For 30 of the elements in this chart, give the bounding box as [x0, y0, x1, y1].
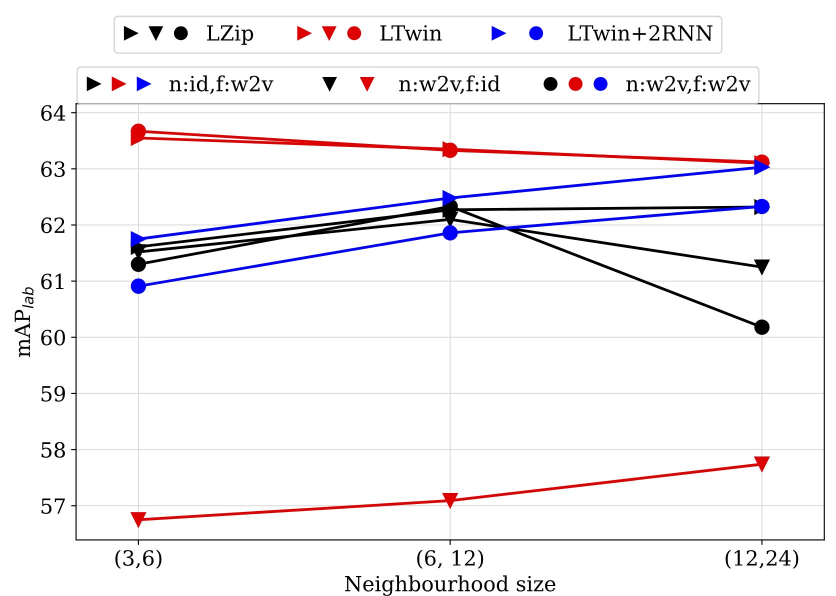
x-tick-label: (6, 12)	[417, 550, 484, 569]
point	[130, 512, 146, 528]
y-tick-label: 62	[41, 217, 64, 234]
point	[754, 160, 770, 175]
text: n:w2v,f:id	[399, 75, 500, 94]
point	[754, 456, 770, 472]
text: n:w2v,f:w2v	[626, 75, 751, 94]
y-tick-label: 64	[41, 105, 66, 121]
y-tick-label: 63	[41, 161, 65, 178]
text: n:id,f:w2v	[169, 75, 274, 94]
point	[442, 225, 458, 240]
point	[754, 259, 770, 275]
point	[130, 256, 146, 272]
y-tick-label: 58	[42, 442, 65, 458]
y-tick-label: 57	[42, 498, 65, 514]
text: LTwin	[380, 25, 442, 41]
point	[442, 190, 458, 206]
point	[130, 278, 146, 294]
x-axis-title: Neighbourhood size	[345, 575, 556, 596]
y-tick-label: 59	[42, 386, 65, 402]
text: LTwin+2RNN	[568, 25, 713, 41]
text: LZip	[207, 25, 254, 45]
point	[130, 231, 146, 247]
point	[442, 493, 458, 508]
point	[754, 320, 770, 335]
x-tick-label: (3,6)	[115, 550, 162, 569]
y-tick-label: 61	[41, 274, 64, 290]
y-axis-title: mAP$_{lab}$	[14, 287, 34, 358]
y-tick-label: 60	[41, 330, 65, 346]
x-tick-label: (12,24)	[726, 550, 798, 569]
